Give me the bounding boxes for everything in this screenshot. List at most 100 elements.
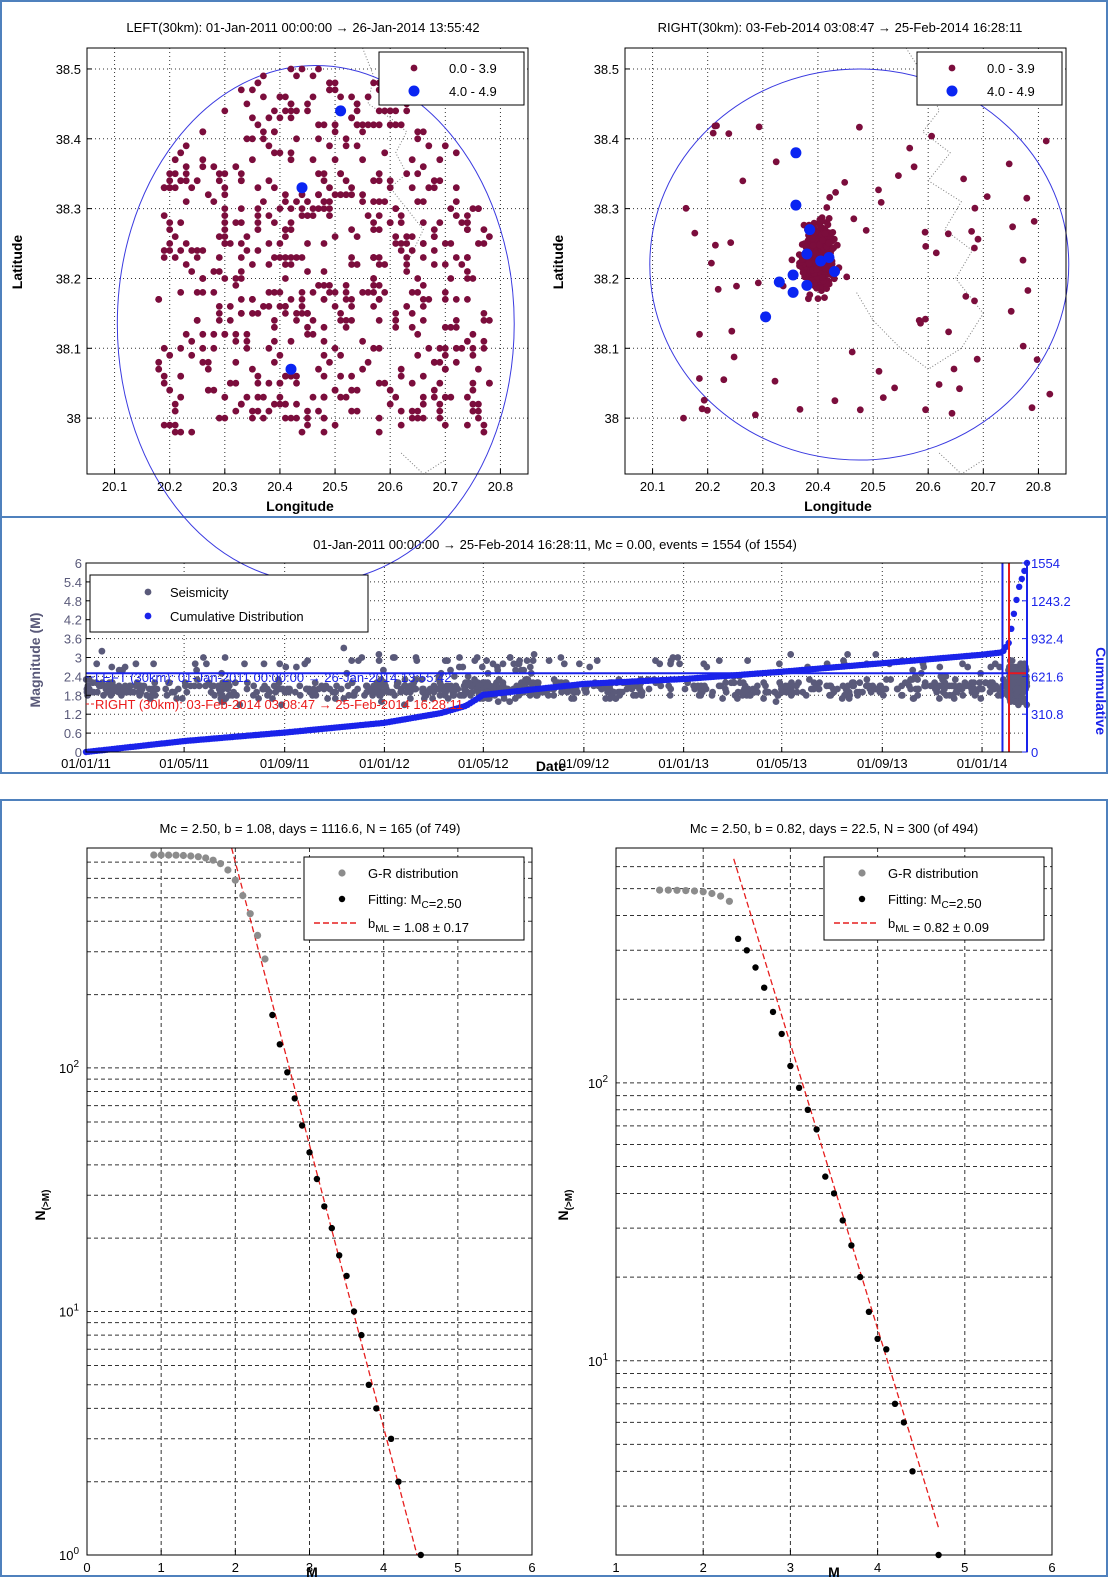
left-map-event-small: [298, 191, 306, 199]
gr-right-fit-point: [848, 1242, 855, 1249]
gr-right-fit-point: [830, 1190, 838, 1197]
right-map-event-small: [696, 330, 703, 338]
right-map-event-small: [755, 123, 763, 131]
right-annotation-text: RIGHT (30km): 03-Feb-2014 03:08:47 → 25-…: [95, 697, 463, 712]
left-map-event-small: [375, 212, 383, 220]
left-map-event-small: [160, 254, 168, 261]
gr-left-gr-point: [209, 856, 217, 864]
left-map-event-small: [486, 233, 493, 241]
left-map-event-small: [370, 226, 377, 234]
left-map-event-small: [392, 233, 400, 241]
seismicity-point: [450, 691, 458, 699]
seismicity-point: [526, 663, 534, 671]
left-map-event-small: [331, 191, 339, 199]
left-map-event-small: [249, 156, 256, 164]
left-map-xlabel: Longitude: [266, 498, 334, 514]
left-map-event-small: [386, 219, 394, 227]
left-map-event-small: [414, 198, 422, 206]
left-map-event-small: [441, 365, 449, 373]
gr-left-fit-point: [343, 1272, 350, 1280]
seismicity-point: [793, 688, 801, 696]
right-map-event-small: [728, 327, 736, 335]
left-map-event-small: [226, 303, 234, 310]
left-map-event-small: [155, 296, 163, 303]
right-map-event-small: [810, 279, 818, 287]
left-map-event-small: [293, 379, 300, 387]
left-map-event-small: [464, 268, 471, 275]
seismicity-point: [544, 691, 552, 699]
gr-left-gr-point: [261, 955, 269, 963]
timeline-ytick-label: 2.4: [64, 669, 82, 684]
seismicity-point: [348, 657, 356, 664]
gr-left-gr-point: [254, 931, 262, 940]
seismicity-point: [293, 663, 300, 671]
left-map-event-small: [166, 226, 174, 234]
seismicity-point: [193, 676, 201, 683]
left-map-event-small: [353, 407, 361, 415]
left-map-event-small: [193, 247, 201, 254]
left-map-event-small: [320, 205, 328, 213]
seismicity-point: [329, 688, 337, 696]
right-map-ytick-label: 38.1: [594, 341, 619, 356]
left-map-event-small: [326, 358, 333, 366]
left-map-event-small: [282, 275, 289, 282]
left-map-event-small: [155, 358, 163, 366]
left-map-xtick-label: 20.2: [157, 479, 182, 494]
left-map-event-small: [397, 247, 405, 254]
seismicity-point: [232, 679, 239, 687]
left-map-event-small: [199, 247, 207, 254]
seismicity-point: [106, 688, 114, 696]
left-map-event-small: [309, 330, 317, 338]
seismicity-point: [1013, 685, 1021, 693]
left-map-event-small: [276, 240, 284, 247]
left-map-event-small: [254, 407, 262, 415]
left-map-event-small: [370, 177, 377, 185]
left-map-event-small: [221, 212, 229, 220]
left-map-event-small: [480, 428, 488, 436]
right-map-event-large: [815, 255, 827, 267]
left-map-event-small: [243, 344, 251, 352]
left-map-event-small: [287, 107, 295, 115]
left-map-event-small: [160, 247, 168, 254]
left-map-event-small: [436, 414, 444, 422]
left-map-event-small: [276, 114, 284, 122]
left-map-event-small: [381, 379, 389, 387]
seismicity-point: [244, 679, 251, 687]
left-map-event-small: [171, 170, 179, 178]
right-map-event-small: [850, 215, 858, 223]
left-map-event-small: [182, 170, 190, 178]
right-map-event-small: [772, 158, 780, 166]
seismicity-point: [162, 685, 170, 693]
seismicity-point: [765, 688, 772, 696]
left-map-event-small: [375, 261, 383, 268]
timeline-ytick-label: 3.6: [64, 632, 82, 647]
gr-right-fit-point: [857, 1273, 864, 1281]
left-map-event-small: [210, 198, 218, 206]
seismicity-point: [135, 688, 142, 696]
left-map-event-small: [419, 282, 427, 289]
seismicity-point: [372, 682, 380, 690]
left-map-event-small: [232, 163, 240, 171]
left-map-event-small: [392, 310, 400, 317]
left-map-event-small: [397, 121, 405, 129]
left-map-event-small: [480, 317, 488, 324]
right-map-event-large: [787, 269, 799, 281]
gr-right-xtick-label: 3: [787, 1560, 794, 1575]
right-map-xlabel: Longitude: [804, 498, 872, 514]
right-map-event-small: [709, 129, 717, 137]
legend-marker-cumulative: [144, 612, 152, 620]
left-map-event-small: [282, 414, 289, 422]
left-map-event-small: [331, 79, 339, 87]
seismicity-point: [741, 685, 748, 693]
right-map-event-small: [821, 264, 829, 272]
left-map-event-small: [480, 344, 488, 352]
left-map-event-small: [441, 142, 449, 150]
seismicity-point: [495, 676, 503, 683]
seismicity-point: [203, 660, 210, 668]
left-map-event-small: [441, 323, 449, 331]
left-map-event-small: [293, 72, 300, 80]
seismicity-point: [1012, 698, 1019, 705]
gr-right-fit-point: [734, 935, 742, 942]
left-map-ytick-label: 38.4: [56, 132, 81, 147]
right-map-event-large: [801, 248, 813, 260]
